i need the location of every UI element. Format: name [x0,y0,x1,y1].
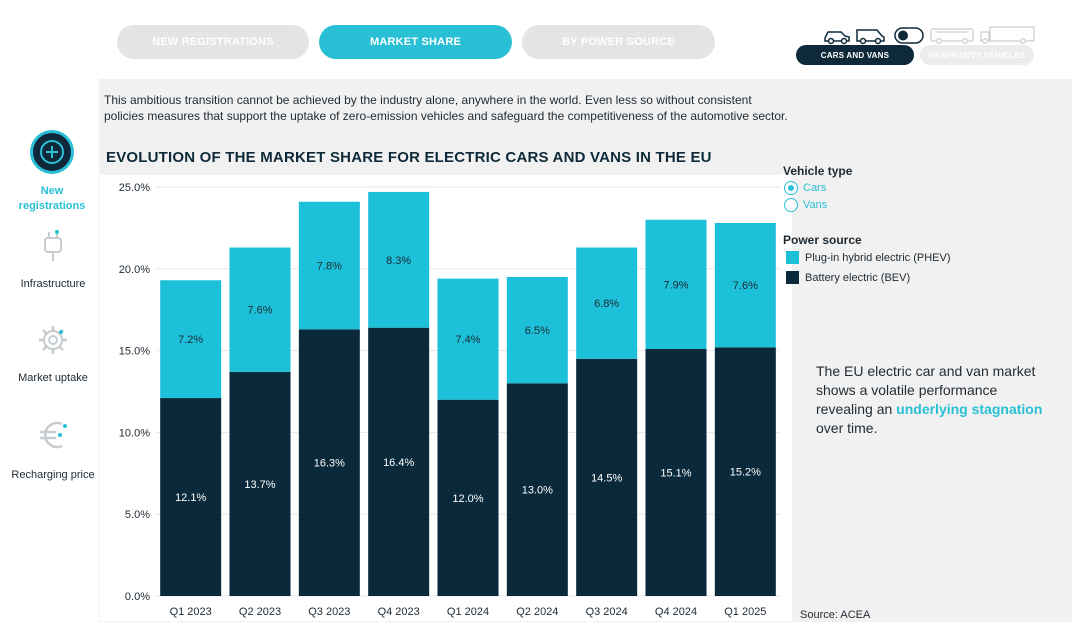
x-tick-label: Q2 2023 [239,606,281,618]
data-label-phev: 7.8% [317,261,342,273]
bar-phev [160,280,222,399]
data-label-bev: 15.1% [660,467,691,479]
cars-radio[interactable] [784,181,798,195]
data-label-bev: 13.7% [244,479,275,491]
x-tick-label: Q1 2023 [170,606,212,618]
cars-radio-label[interactable]: Cars [803,182,827,194]
truck-icon [980,26,1035,44]
bar-phev [506,276,568,384]
bar-bev [576,358,638,596]
bar-phev [714,222,776,348]
bar-bev [506,383,568,596]
nav-new-registrations-button[interactable] [30,130,74,174]
data-label-phev: 7.9% [663,279,688,291]
bus-icon [930,28,974,44]
van-icon [856,29,885,45]
bev-swatch [786,271,799,284]
bar-phev [298,201,360,330]
y-tick-label: 10.0% [119,427,150,439]
data-label-bev: 12.1% [175,492,206,504]
data-label-phev: 7.2% [178,334,203,346]
data-label-phev: 8.3% [386,255,411,267]
data-label-bev: 16.4% [383,457,414,469]
data-label-phev: 6.8% [594,298,619,310]
x-tick-label: Q4 2023 [378,606,420,618]
data-label-phev: 7.4% [455,334,480,346]
x-tick-label: Q3 2023 [308,606,350,618]
nav-label-new-registrations[interactable]: New registrations [18,185,86,212]
phev-swatch [786,251,799,264]
bar-phev [576,247,638,359]
data-label-bev: 12.0% [452,493,483,505]
source-label: Source: ACEA [800,609,871,621]
bar-bev [645,348,707,596]
bar-phev [645,219,707,349]
data-label-bev: 16.3% [314,458,345,470]
bar-bev [298,329,360,596]
bar-phev [229,247,291,372]
vans-radio-label[interactable]: Vans [803,199,828,211]
phev-legend-label: Plug-in hybrid electric (PHEV) [805,252,951,264]
note-text-after: over time. [816,420,878,436]
intro-text: This ambitious transition cannot be achi… [104,93,788,123]
data-label-phev: 6.5% [525,325,550,337]
bev-legend-label: Battery electric (BEV) [805,272,911,284]
plug-icon[interactable] [36,228,70,264]
insight-note: The EU electric car and van market shows… [816,362,1046,438]
note-text-before: The EU electric car and van market shows… [816,363,1036,417]
nav-label-recharging-price[interactable]: Recharging price [11,469,95,481]
bar-phev [368,191,430,328]
x-tick-label: Q1 2024 [447,606,489,618]
nav-label-infrastructure[interactable]: Infrastructure [20,278,86,290]
vans-radio[interactable] [784,198,798,212]
data-label-bev: 15.2% [730,467,761,479]
page-frame: NEW REGISTRATIONS MARKET SHARE BY POWER … [8,6,1072,622]
x-tick-label: Q1 2025 [724,606,766,618]
heavy-duty-pill[interactable]: HEAVY-DUTY VEHICLES [920,45,1034,65]
x-tick-label: Q4 2024 [655,606,697,618]
vehicle-type-heading: Vehicle type [783,164,853,178]
y-tick-label: 0.0% [125,591,150,603]
x-tick-label: Q2 2024 [516,606,558,618]
data-label-phev: 7.6% [733,280,758,292]
car-icon [824,31,850,45]
tab-market-share[interactable]: MARKET SHARE [319,25,512,59]
tab-new-registrations[interactable]: NEW REGISTRATIONS [117,25,309,59]
y-tick-label: 15.0% [119,346,150,358]
bar-bev [437,399,499,596]
stacked-bar-chart: 0.0% 5.0% 10.0% 15.0% 20.0% 25.0% 12.1% 7.2% Q1 … [119,182,780,618]
vehicle-toggle-icons [824,26,1035,45]
data-label-phev: 7.6% [247,305,272,317]
data-label-bev: 14.5% [591,472,622,484]
toggle-switch[interactable] [894,27,924,44]
bar-bev [160,398,222,596]
bar-bev [229,371,291,596]
y-tick-label: 5.0% [125,509,150,521]
bar-bev [714,347,776,596]
euro-icon[interactable] [34,416,72,454]
data-label-bev: 13.0% [522,485,553,497]
nav-label-market-uptake[interactable]: Market uptake [18,372,88,384]
tab-by-power-source[interactable]: BY POWER SOURCE [522,25,715,59]
cars-and-vans-pill[interactable]: CARS AND VANS [796,45,914,65]
chart-title: EVOLUTION OF THE MARKET SHARE FOR ELECTR… [106,149,712,166]
y-tick-label: 20.0% [119,264,150,276]
y-tick-label: 25.0% [119,182,150,194]
note-highlight: underlying stagnation [896,401,1043,417]
bar-phev [437,278,499,400]
bar-bev [368,327,430,596]
plus-icon [40,140,64,164]
x-tick-label: Q3 2024 [586,606,628,618]
chart-area: 0.0% 5.0% 10.0% 15.0% 20.0% 25.0% 12.1% 7.2% Q1 … [100,175,792,621]
power-source-heading: Power source [783,233,862,247]
gear-icon[interactable] [35,322,71,358]
